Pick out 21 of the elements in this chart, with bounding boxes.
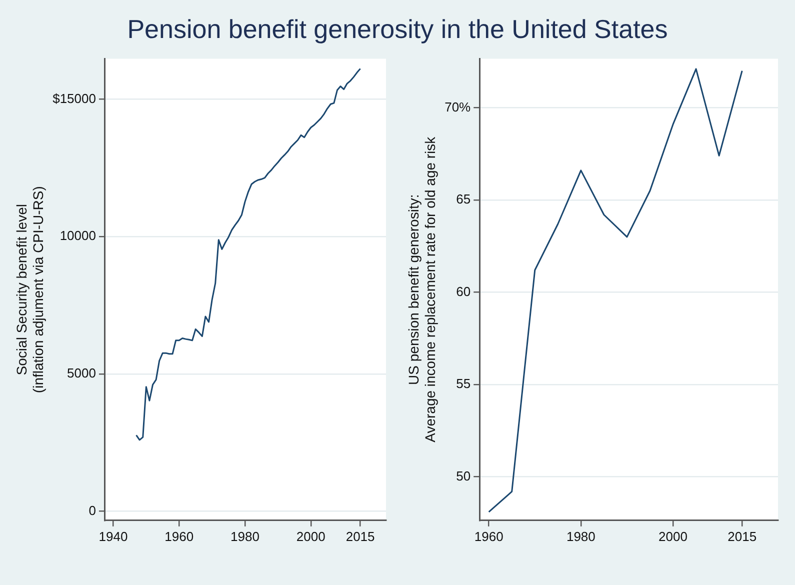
- x-tick-label: 1980: [566, 528, 596, 544]
- y-tick-label: 55: [456, 376, 471, 392]
- y-tick-label: 0: [88, 502, 96, 518]
- y-tick-label: 5000: [67, 366, 96, 381]
- y-axis-title: US pension benefit generosity: Average income replacement rate for old age risk: [405, 136, 438, 442]
- x-tick-label: 1940: [98, 528, 128, 544]
- chart-title: Pension benefit generosity in the United States: [126, 14, 669, 45]
- y-tick-label: $15000: [52, 90, 96, 106]
- x-tick-label: 2015: [728, 528, 757, 544]
- x-tick-label: 2015: [346, 528, 375, 544]
- x-tick-label: 2000: [296, 528, 326, 544]
- y-axis-title: Social Security benefit level (inflation adjument via CPI-U-RS): [13, 186, 46, 394]
- y-tick-label: 10000: [60, 228, 96, 244]
- y-tick-label: 70%: [444, 99, 472, 114]
- y-tick-label: 60: [456, 284, 471, 299]
- x-tick-label: 1980: [230, 528, 260, 544]
- x-tick-label: 1960: [474, 528, 504, 544]
- x-tick-label: 1960: [164, 528, 194, 544]
- y-tick-label: 65: [456, 192, 471, 207]
- y-tick-label: 50: [456, 468, 471, 484]
- x-tick-label: 2000: [658, 528, 688, 544]
